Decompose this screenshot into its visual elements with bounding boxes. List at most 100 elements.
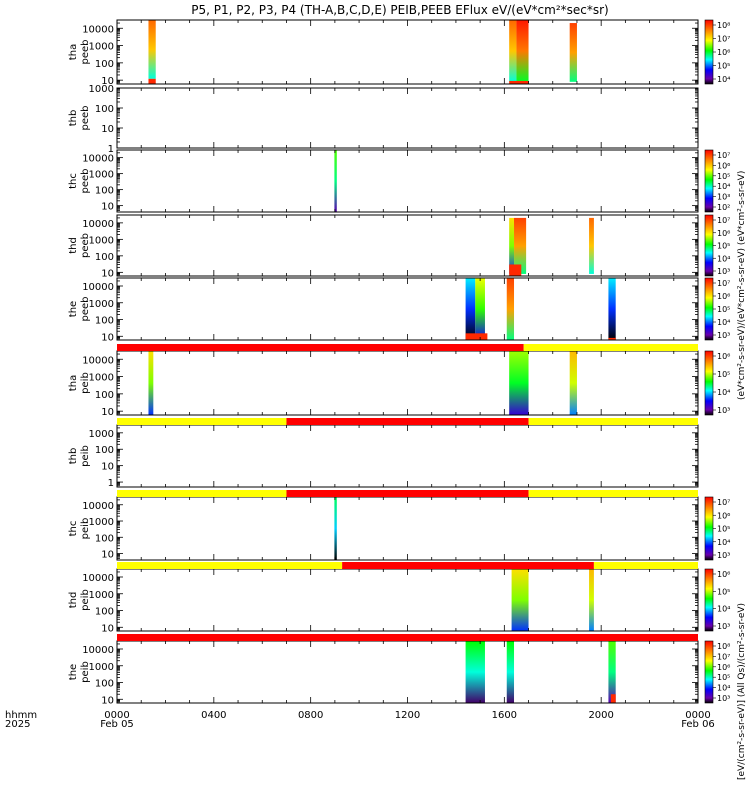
low-energy-fill — [148, 78, 156, 84]
y-tick-label: 10 — [101, 695, 114, 706]
y-tick-label: 1000 — [89, 373, 114, 384]
y-axis-label: thd — [68, 237, 79, 254]
y-tick-label: 10000 — [82, 24, 114, 35]
y-tick-label: 1000 — [89, 429, 114, 440]
panel-frame — [116, 424, 699, 488]
data-block — [608, 641, 616, 703]
x-row-label-hhmm: hhmm — [5, 710, 37, 721]
x-tick-label: 0000 — [104, 710, 129, 721]
y-axis-label: peeb — [80, 40, 91, 65]
panel-frame — [116, 568, 699, 632]
colorbar-tick-label: 10⁵ — [717, 673, 730, 682]
panel-frame — [116, 214, 699, 277]
x-tick-label: 0400 — [201, 710, 226, 721]
colorbar-tick-label: 10⁵ — [717, 305, 730, 314]
panel-frame — [116, 496, 699, 561]
colorbar-tick-label: 10⁷ — [717, 652, 730, 661]
panel-thd-peib: 10000 1000 100 10 thd peib 10⁶ 10⁵ 10⁴ 10³ — [68, 568, 730, 634]
data-block — [608, 278, 616, 340]
colorbar-tick-label: 10⁷ — [717, 216, 730, 225]
data-block — [509, 217, 515, 274]
colorbar-tick-label: 10⁴ — [717, 684, 730, 693]
mode-bar-segment — [593, 562, 698, 569]
low-energy-fill — [610, 694, 616, 703]
y-tick-label: 10000 — [82, 573, 114, 584]
colorbar-tick-label: 10⁷ — [717, 498, 730, 507]
y-axis-label: peeb — [80, 169, 91, 194]
data-block — [569, 23, 577, 82]
colorbar — [704, 214, 714, 277]
y-tick-label: 10000 — [82, 282, 114, 293]
colorbar — [704, 19, 714, 85]
y-tick-label: 10000 — [82, 501, 114, 512]
y-axis-label: the — [68, 301, 79, 317]
y-tick-label: 10 — [101, 76, 114, 87]
y-axis-label: tha — [68, 44, 79, 60]
colorbar — [704, 350, 714, 416]
x-tick-label: 2000 — [588, 710, 613, 721]
colorbar-tick-label: 10⁴ — [717, 182, 730, 191]
panel-frame — [116, 350, 699, 416]
y-tick-label: 1 — [108, 478, 114, 489]
x-tick-label: 0800 — [298, 710, 323, 721]
colorbar — [704, 568, 714, 632]
data-block — [589, 217, 594, 274]
colorbar-tick-label: 10³ — [717, 267, 730, 276]
data-block — [506, 278, 515, 340]
panel-thd-peeb: 10000 1000 100 10 thd peeb 10⁷ 10⁶ 10⁵ 10⁴ 10³ — [68, 214, 730, 279]
data-block — [506, 641, 515, 703]
y-axis-label: peib — [80, 518, 91, 540]
y-axis-label: thc — [68, 521, 79, 537]
y-tick-label: 100 — [95, 59, 114, 70]
y-axis-label: peeb — [80, 106, 91, 131]
panel-tha-peeb: 10000 1000 100 10 tha peeb 10⁸ 10⁷ 10⁶ 10⁵ 10⁴ — [68, 19, 730, 87]
panel-thc-peib: 10000 1000 100 10 thc peib 10⁷ 10⁶ 10⁵ 10⁴ 10³ — [68, 496, 730, 561]
data-block — [465, 641, 485, 703]
colorbar-tick-label: 10⁴ — [717, 254, 730, 263]
mode-bar-segment — [286, 490, 529, 497]
low-energy-fill — [465, 333, 488, 340]
colorbar-tick-label: 10⁴ — [717, 605, 730, 614]
x-row-label-year: 2025 — [5, 719, 30, 730]
y-tick-label: 100 — [95, 252, 114, 263]
figure-title: P5, P1, P2, P3, P4 (TH-A,B,C,D,E) PEIB,P… — [191, 3, 608, 17]
colorbar-tick-label: 10⁵ — [717, 172, 730, 181]
y-tick-label: 10 — [101, 332, 114, 343]
colorbar-tick-label: 10⁶ — [717, 352, 730, 361]
data-block — [334, 497, 337, 560]
colorbar-tick-label: 10⁷ — [717, 35, 730, 44]
panel-frame — [116, 19, 699, 85]
y-axis-label: peib — [80, 589, 91, 611]
panel-frame — [116, 87, 699, 149]
colorbar-tick-label: 10³ — [717, 406, 730, 415]
colorbar — [704, 277, 714, 341]
y-tick-label: 1000 — [89, 590, 114, 601]
x-tick-label: 1600 — [492, 710, 517, 721]
y-tick-label: 100 — [95, 533, 114, 544]
colorbar-tick-label: 10⁶ — [717, 229, 730, 238]
colorbar-tick-label: 10⁴ — [717, 318, 730, 327]
y-tick-label: 1 — [108, 144, 114, 155]
y-axis-label: peib — [80, 372, 91, 394]
colorbar-tick-label: 10³ — [717, 331, 730, 340]
x-tick-label: 0000 — [685, 710, 710, 721]
colorbar-tick-label: 10⁶ — [717, 161, 730, 170]
colorbar — [704, 496, 714, 561]
y-tick-label: 1000 — [89, 517, 114, 528]
colorbar-tick-label: 10² — [717, 203, 730, 212]
y-tick-label: 1000 — [89, 42, 114, 53]
y-tick-label: 10000 — [82, 154, 114, 165]
data-block — [148, 351, 154, 415]
colorbar-tick-label: 10⁶ — [717, 663, 730, 672]
mode-bar-segment — [342, 562, 594, 569]
colorbar-tick-label: 10⁷ — [717, 151, 730, 160]
y-tick-label: 100 — [95, 316, 114, 327]
data-block — [465, 278, 476, 340]
y-axis-label: peib — [80, 445, 91, 467]
x-date-end: Feb 06 — [681, 719, 715, 730]
y-tick-label: 1000 — [89, 235, 114, 246]
panel-thb-peeb: 1000 100 10 1 thb peeb — [68, 84, 699, 155]
mode-bar-segment — [528, 490, 698, 497]
